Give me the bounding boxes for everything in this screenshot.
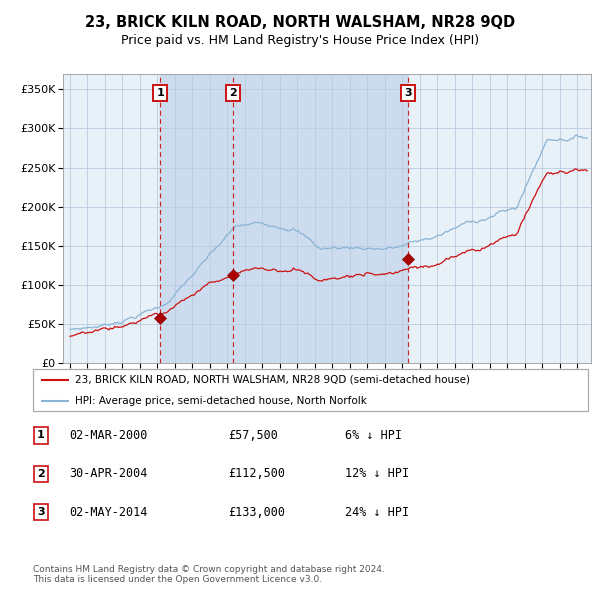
- Text: 3: 3: [404, 88, 412, 99]
- FancyBboxPatch shape: [33, 369, 588, 411]
- Text: 3: 3: [37, 507, 44, 517]
- Text: 23, BRICK KILN ROAD, NORTH WALSHAM, NR28 9QD: 23, BRICK KILN ROAD, NORTH WALSHAM, NR28…: [85, 15, 515, 30]
- Bar: [233, 74, 408, 363]
- Text: 1: 1: [37, 431, 44, 440]
- Bar: [160, 74, 233, 363]
- Text: 23, BRICK KILN ROAD, NORTH WALSHAM, NR28 9QD (semi-detached house): 23, BRICK KILN ROAD, NORTH WALSHAM, NR28…: [74, 375, 470, 385]
- Text: 6% ↓ HPI: 6% ↓ HPI: [345, 429, 402, 442]
- Text: Contains HM Land Registry data © Crown copyright and database right 2024.
This d: Contains HM Land Registry data © Crown c…: [33, 565, 385, 584]
- Text: £133,000: £133,000: [228, 506, 285, 519]
- Text: 12% ↓ HPI: 12% ↓ HPI: [345, 467, 409, 480]
- Text: 1: 1: [157, 88, 164, 99]
- Text: 30-APR-2004: 30-APR-2004: [69, 467, 148, 480]
- Text: 2: 2: [37, 469, 44, 478]
- Text: 2: 2: [229, 88, 237, 99]
- Text: £112,500: £112,500: [228, 467, 285, 480]
- Text: £57,500: £57,500: [228, 429, 278, 442]
- Text: 24% ↓ HPI: 24% ↓ HPI: [345, 506, 409, 519]
- Text: Price paid vs. HM Land Registry's House Price Index (HPI): Price paid vs. HM Land Registry's House …: [121, 34, 479, 47]
- Text: 02-MAY-2014: 02-MAY-2014: [69, 506, 148, 519]
- Text: 02-MAR-2000: 02-MAR-2000: [69, 429, 148, 442]
- Text: HPI: Average price, semi-detached house, North Norfolk: HPI: Average price, semi-detached house,…: [74, 396, 367, 406]
